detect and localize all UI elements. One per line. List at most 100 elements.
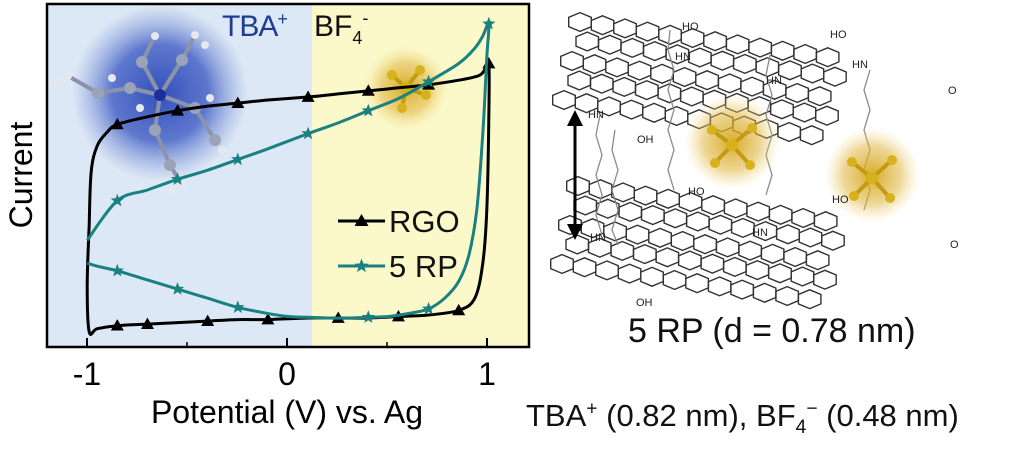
graphene-ring [672, 66, 697, 88]
ion-size-caption: TBA+ (0.82 nm), BF4− (0.48 nm) [526, 398, 959, 439]
graphene-ring [753, 220, 778, 242]
carbonyl-o-label: O [948, 85, 957, 97]
graphene-ring [732, 53, 757, 75]
graphene-ring [567, 70, 592, 91]
graphene-ring [657, 83, 682, 104]
graphene-ring [597, 34, 622, 55]
graphene-ring [715, 237, 740, 258]
graphene-ring [703, 31, 728, 52]
graphene-ring [677, 250, 702, 271]
series-5rp-marker [110, 193, 124, 207]
graphene-ring [625, 224, 650, 245]
graphene-ring [575, 31, 600, 52]
series-rgo-marker [261, 313, 275, 325]
interlayer-arrow [567, 110, 583, 240]
series-rgo-curve [85, 59, 491, 336]
ho-label: HO [832, 194, 849, 206]
graphene-ring [664, 105, 689, 127]
rp-spacing-caption: 5 RP (d = 0.78 nm) [628, 312, 916, 350]
graphene-ring [650, 63, 674, 84]
ho-label: HO [682, 21, 699, 33]
graphene-ring [807, 86, 832, 107]
graphene-ring [707, 276, 732, 297]
graphene-ring [800, 63, 825, 84]
ion-caption-mid: (0.82 nm), BF [597, 398, 796, 433]
x-axis: -1 0 1 [73, 338, 496, 392]
graphene-ring [797, 289, 822, 310]
graphene-ring [792, 102, 817, 123]
graphene-ring [565, 234, 590, 255]
graphene-ring [769, 99, 794, 120]
ion-caption-minus: − [806, 398, 818, 420]
graphene-ring [821, 230, 845, 251]
graphene-ring [770, 40, 795, 61]
graphene-ring [762, 79, 787, 100]
ion-caption-suffix: (0.48 nm) [817, 398, 959, 433]
hn-label: HN [752, 227, 768, 239]
graphene-ring [656, 188, 680, 209]
rp-structure: HO HO HN HN HN HN OH HO HO HN HN OH O O [550, 11, 959, 310]
series-rgo-marker [452, 303, 466, 316]
graphene-ring [730, 279, 755, 300]
graphene-ring [573, 195, 598, 216]
graphene-ring [552, 89, 576, 111]
graphene-ring [658, 24, 682, 45]
ion-caption-tba: TBA [526, 398, 587, 433]
graphene-ring [612, 76, 637, 98]
graphene-sheet-bottom [550, 175, 845, 310]
series-rgo-marker [110, 117, 124, 130]
graphene-ring [632, 243, 657, 265]
series-5rp-marker [301, 126, 315, 140]
graphene-ring [685, 211, 710, 232]
carbonyl-o-label: O [950, 239, 959, 251]
graphene-ring [679, 86, 704, 107]
legend-rp5-marker [354, 258, 369, 273]
graphene-ring [605, 57, 629, 78]
graphene-ring [558, 214, 582, 236]
graphene-ring [748, 37, 773, 58]
series-rgo-marker [201, 314, 215, 326]
y-axis-label: Current [3, 122, 39, 229]
graphene-ring [785, 82, 810, 104]
hn-label: HN [675, 51, 691, 63]
graphene-ring [582, 54, 607, 75]
graphene-ring [717, 73, 742, 94]
graphene-ring [568, 11, 592, 33]
graphene-ring [663, 208, 688, 229]
graphene-ring [560, 50, 584, 72]
graphene-ring [693, 234, 718, 255]
legend-rgo-marker [354, 214, 369, 226]
graphene-ring [572, 257, 597, 278]
legend-rgo-label: RGO [389, 204, 460, 239]
graphene-ring [595, 260, 619, 281]
graphene-ring [815, 47, 840, 68]
graphene-ring [799, 125, 824, 146]
graphene-ring [700, 253, 725, 274]
bf4-label: BF4- [314, 8, 368, 48]
series-5rp-marker [170, 172, 185, 185]
graphene-ring [798, 227, 823, 248]
graphene-ring [603, 221, 627, 242]
graphene-ring [617, 263, 642, 284]
graphene-ring [777, 60, 802, 81]
graphene-ring [775, 285, 800, 307]
graphene-ring [640, 204, 665, 226]
graphene-ring [738, 240, 763, 261]
graphene-ring [642, 40, 667, 62]
graphene-sheet-top [552, 11, 847, 146]
series-rgo-marker [231, 96, 245, 108]
graphene-ring [793, 43, 818, 65]
series-rgo-marker [110, 319, 124, 331]
series-5rp-marker [110, 263, 124, 277]
graphene-ring [634, 79, 659, 101]
graphene-ring [566, 175, 590, 197]
series-5rp-marker [421, 74, 436, 88]
graphene-ring [662, 269, 687, 291]
graphene-ring [755, 56, 780, 78]
graphene-ring [595, 198, 620, 219]
series-5rp-marker [361, 310, 375, 323]
graphene-ring [642, 102, 666, 123]
hn-label: HN [590, 232, 606, 244]
graphene-ring [730, 217, 755, 239]
graphene-ring [823, 66, 847, 87]
